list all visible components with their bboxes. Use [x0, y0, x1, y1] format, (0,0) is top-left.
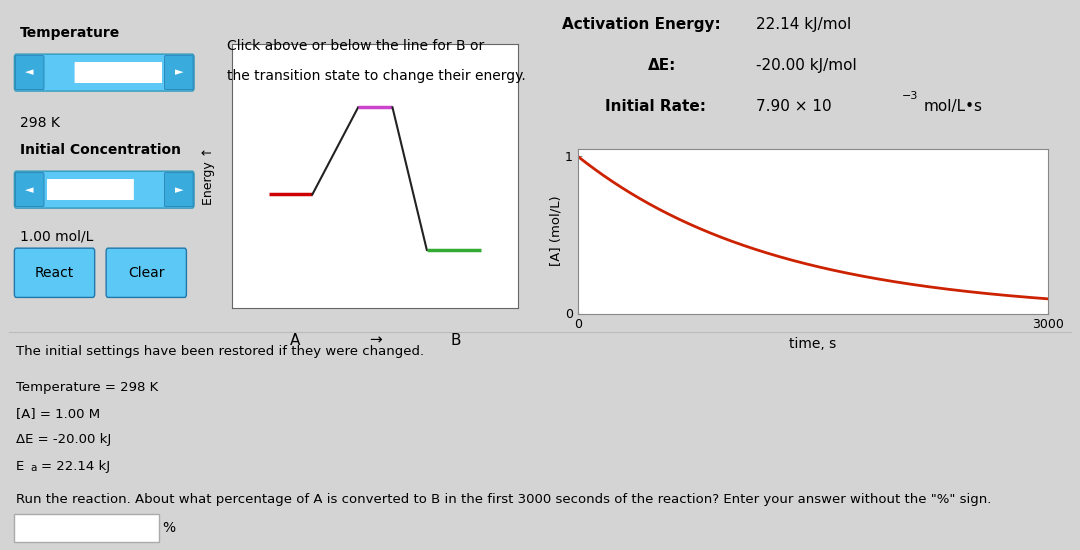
FancyBboxPatch shape: [46, 60, 75, 85]
Text: Click above or below the line for B or: Click above or below the line for B or: [227, 39, 484, 52]
Text: the transition state to change their energy.: the transition state to change their ene…: [227, 69, 526, 82]
X-axis label: time, s: time, s: [789, 337, 836, 351]
FancyBboxPatch shape: [164, 173, 193, 207]
Text: Energy ↑: Energy ↑: [202, 147, 215, 205]
FancyBboxPatch shape: [14, 171, 194, 208]
Text: React: React: [35, 266, 75, 280]
Text: 7.90 × 10: 7.90 × 10: [756, 99, 832, 114]
Text: ►: ►: [175, 68, 183, 78]
FancyBboxPatch shape: [46, 179, 162, 200]
FancyBboxPatch shape: [46, 62, 162, 84]
Text: 22.14 kJ/mol: 22.14 kJ/mol: [756, 16, 851, 31]
FancyBboxPatch shape: [14, 248, 95, 298]
Text: −3: −3: [902, 91, 918, 101]
Text: The initial settings have been restored if they were changed.: The initial settings have been restored …: [16, 345, 424, 359]
Text: Temperature = 298 K: Temperature = 298 K: [16, 381, 159, 394]
Text: Run the reaction. About what percentage of A is converted to B in the first 3000: Run the reaction. About what percentage …: [16, 493, 991, 506]
Text: Activation Energy:: Activation Energy:: [562, 16, 720, 31]
Text: ◄: ◄: [26, 68, 33, 78]
Text: E: E: [16, 460, 25, 473]
Text: = 22.14 kJ: = 22.14 kJ: [41, 460, 110, 473]
Text: 1.00 mol/L: 1.00 mol/L: [21, 230, 94, 244]
Text: A: A: [289, 333, 300, 348]
Text: -20.00 kJ/mol: -20.00 kJ/mol: [756, 58, 856, 73]
FancyBboxPatch shape: [134, 177, 162, 202]
Text: ΔE:: ΔE:: [648, 58, 676, 73]
Text: →: →: [369, 333, 381, 348]
FancyBboxPatch shape: [14, 54, 194, 91]
Text: Clear: Clear: [129, 266, 164, 280]
Text: ◄: ◄: [26, 185, 33, 195]
FancyBboxPatch shape: [164, 56, 193, 90]
FancyBboxPatch shape: [15, 56, 44, 90]
Text: ►: ►: [175, 185, 183, 195]
Y-axis label: [A] (mol/L): [A] (mol/L): [549, 196, 563, 266]
Text: Initial Rate:: Initial Rate:: [605, 99, 706, 114]
Text: 298 K: 298 K: [21, 116, 60, 130]
Text: B: B: [450, 333, 461, 348]
FancyBboxPatch shape: [14, 514, 159, 542]
FancyBboxPatch shape: [106, 248, 187, 298]
FancyBboxPatch shape: [15, 173, 44, 207]
Text: Temperature: Temperature: [21, 26, 120, 40]
Text: %: %: [162, 521, 175, 535]
Text: ΔE = -20.00 kJ: ΔE = -20.00 kJ: [16, 433, 111, 447]
Text: [A] = 1.00 M: [A] = 1.00 M: [16, 407, 100, 420]
Text: mol/L•s: mol/L•s: [923, 99, 983, 114]
Text: a: a: [30, 463, 37, 473]
Text: Initial Concentration: Initial Concentration: [21, 144, 181, 157]
